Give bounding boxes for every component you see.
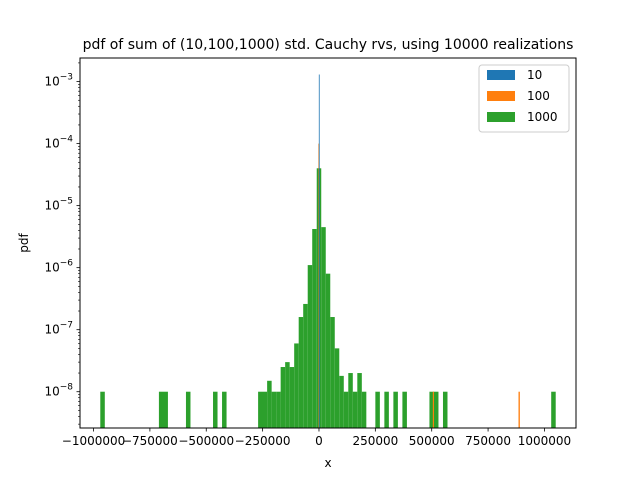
histogram-bar	[289, 367, 295, 428]
histogram-bar	[280, 367, 286, 428]
legend-swatch	[487, 70, 515, 80]
x-tick-label: −1000000	[62, 434, 126, 448]
legend-swatch	[487, 112, 515, 122]
y-tick-label: 10−6	[44, 259, 73, 275]
histogram-bar	[100, 391, 105, 428]
histogram-bar	[298, 317, 304, 428]
plot-frame	[79, 57, 577, 429]
histogram-bar	[518, 391, 520, 428]
histogram-bar	[321, 227, 326, 428]
histogram-bar	[361, 391, 367, 428]
y-tick-base: 10	[44, 385, 59, 399]
y-axis-label: pdf	[17, 233, 31, 253]
y-tick-base: 10	[44, 323, 59, 337]
histogram-bar	[339, 375, 344, 428]
histogram-bar	[442, 391, 448, 428]
y-tick-label: 10−5	[44, 197, 73, 213]
legend-label: 10	[527, 68, 542, 82]
y-tick-exponent: −4	[60, 135, 74, 145]
histogram-bar	[213, 391, 218, 428]
histogram-bar	[307, 265, 313, 428]
y-tick-label: 10−3	[44, 73, 73, 89]
histogram-bar	[325, 273, 331, 428]
histogram-bar	[551, 391, 556, 428]
y-tick-exponent: −8	[60, 383, 74, 393]
histogram-bar	[267, 380, 272, 428]
y-tick-label: 10−4	[44, 135, 73, 151]
x-tick-label: 250000	[352, 434, 398, 448]
y-tick-base: 10	[44, 261, 59, 275]
legend-swatch	[487, 91, 515, 101]
histogram-bar	[348, 373, 353, 428]
histogram-bar	[402, 391, 407, 428]
legend-label: 1000	[527, 110, 558, 124]
x-axis: −1000000−750000 −500000 −250000 0 250000 5000…	[62, 428, 571, 448]
histogram-bar	[393, 391, 398, 428]
histogram-bar	[222, 391, 227, 428]
series-10	[318, 74, 320, 429]
y-tick-exponent: −7	[60, 321, 73, 331]
y-tick-base: 10	[44, 137, 59, 151]
x-tick-label: 750000	[465, 434, 511, 448]
y-tick-base: 10	[44, 75, 59, 89]
histogram-bar	[375, 391, 380, 428]
histogram-bar	[285, 362, 290, 428]
x-axis-label: x	[324, 456, 331, 470]
histogram-bar	[334, 348, 340, 428]
y-tick-label: 10−7	[44, 321, 73, 337]
histogram-bar	[294, 343, 299, 428]
histogram-bar	[276, 391, 281, 428]
histogram-bar	[158, 391, 168, 428]
histogram-bar	[352, 391, 358, 428]
histogram-bar	[432, 391, 434, 428]
bars-layer	[100, 74, 556, 429]
histogram-bar	[384, 391, 389, 428]
x-tick-label: 500000	[409, 434, 455, 448]
histogram-bar	[303, 303, 308, 428]
legend: 10 100 1000	[478, 64, 570, 133]
histogram-bar	[357, 373, 362, 428]
histogram-bar	[330, 317, 335, 428]
histogram-bar	[185, 391, 191, 428]
x-tick-label: −250000	[235, 434, 291, 448]
histogram-bar	[271, 391, 277, 428]
x-tick-label: 1000000	[518, 434, 571, 448]
y-tick-exponent: −3	[60, 73, 73, 83]
y-tick-exponent: −6	[60, 259, 74, 269]
y-tick-exponent: −5	[60, 197, 73, 207]
histogram-bar	[343, 391, 349, 428]
chart-title: pdf of sum of (10,100,1000) std. Cauchy …	[83, 37, 574, 53]
x-tick-label: 0	[315, 434, 323, 448]
legend-label: 100	[527, 89, 550, 103]
y-tick-base: 10	[44, 199, 59, 213]
y-tick-label: 10−8	[44, 383, 73, 399]
x-tick-label: −500000	[178, 434, 234, 448]
x-tick-label: −750000	[122, 434, 178, 448]
y-axis: 10−810−710−610−510−410−3	[44, 62, 80, 425]
histogram-bar	[318, 74, 320, 429]
histogram-bar	[258, 391, 268, 428]
histogram-bar	[312, 229, 317, 428]
